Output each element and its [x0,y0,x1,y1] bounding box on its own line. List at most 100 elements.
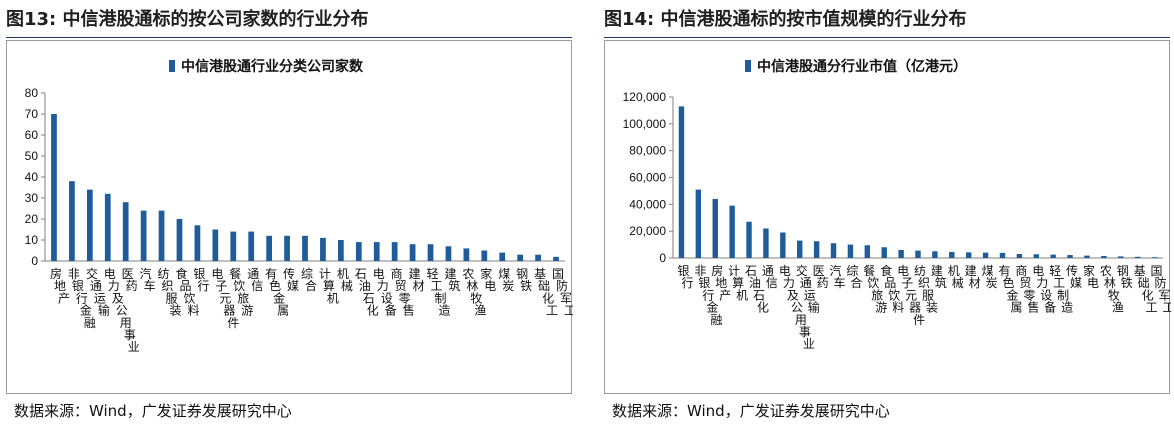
x-tick-label-char: 计 [728,264,740,278]
figure-13-panel: 图13: 中信港股通标的按公司家数的行业分布 中信港股通行业分类公司家数 0 10 2… [6,0,573,430]
bar [176,219,183,261]
x-tick-label-char: 及 [112,291,124,305]
x-tick-label-char: 汽 [830,263,842,278]
bar [481,250,488,261]
x-tick-label: 建材 [409,267,425,293]
x-tick-label-char: 纺 [914,264,926,278]
y-tick-label: 0 [659,251,666,265]
x-tick-label-char: 属 [1010,301,1022,315]
x-tick-label-char: 渔 [1112,301,1124,315]
x-tick-label-char: 融 [710,313,722,327]
x-tick-label-char: 造 [1061,301,1073,315]
x-tick-label: 汽车 [830,263,846,290]
x-tick-label-char: 银 [698,276,710,290]
y-tick-label: 10 [25,233,39,247]
x-tick-label-char: 造 [439,304,451,318]
bar [999,252,1006,258]
x-tick-label: 煤炭 [982,264,998,290]
x-tick-label-char: 综 [846,264,858,278]
figure-14-source: 数据来源：Wind，广发证券发展研究中心 [612,402,890,420]
x-tick-label-char: 旅 [237,291,249,305]
x-tick-label-char: 国 [1151,264,1163,278]
x-tick-label: 家电 [480,266,496,293]
x-tick-label-char: 工 [1163,301,1171,315]
x-tick-label-char: 钢 [516,267,528,281]
legend-label: 中信港股通行业分类公司家数 [181,58,364,75]
x-tick-label-char: 贸 [1019,276,1031,290]
x-tick-label: 综合 [846,264,862,290]
x-tick-label-char: 电 [1032,264,1044,278]
bar [1084,255,1090,258]
x-tick-label-char: 电 [1087,276,1099,290]
x-tick-label-char: 础 [1138,276,1150,290]
x-tick-label-char: 及 [787,288,799,302]
figure-14-title: 图14: 中信港股通标的按市值规模的行业分布 [604,3,967,37]
x-tick-label: 银行 [193,267,209,293]
x-tick-label-char: 医 [122,267,134,281]
x-tick-label-char: 力 [377,279,389,293]
x-tick-label: 钢铁 [1117,264,1133,290]
x-tick-label-char: 餐 [229,266,241,281]
figure-14-chart: 中信港股通分行业市值（亿港元） 0 20,000 40,000 60,000 80,000… [604,40,1171,394]
x-tick-label-char: 元 [219,291,231,305]
x-tick-label: 汽车 [140,266,156,293]
x-tick-label-char: 金 [1006,287,1018,302]
bar [881,247,887,258]
x-tick-label-char: 媒 [1070,276,1082,290]
figure-13-title: 图13: 中信港股通标的按公司家数的行业分布 [6,3,369,37]
bar [284,235,290,261]
x-tick-label-char: 车 [144,278,156,293]
x-tick-label-char: 力 [783,276,795,290]
x-tick-label-char: 非 [694,264,706,278]
bar [535,254,541,261]
x-tick-label: 建筑 [931,264,947,290]
bar [212,229,219,261]
x-tick-label-char: 材 [413,279,425,293]
bar [517,254,524,261]
x-tick-label-char: 织 [162,279,174,293]
bar [391,242,398,261]
x-tick-label: 医药 [122,267,138,293]
x-tick-label-char: 地 [54,279,66,293]
x-tick-label-char: 非 [68,267,80,281]
x-tick-label-char: 用 [795,313,807,327]
x-tick-label: 家电 [1083,263,1099,290]
x-tick-label-char: 农 [462,267,474,281]
bar [248,231,255,261]
x-tick-label-char: 炭 [502,279,514,293]
bar [320,237,326,261]
x-tick-label-char: 算 [732,275,744,290]
x-tick-label-char: 电 [211,267,223,281]
bar [1033,254,1039,258]
x-tick-label-char: 算 [323,278,335,293]
x-tick-label-char: 传 [1066,263,1078,278]
x-tick-label-char: 计 [319,267,331,281]
bar [830,243,837,258]
bar [915,250,921,258]
x-tick-label-char: 件 [227,316,239,330]
x-tick-label-char: 农 [1100,264,1112,278]
y-tick-label: 80,000 [629,144,666,158]
x-tick-label-char: 行 [702,288,714,302]
x-tick-label-char: 医 [813,264,825,278]
bar [86,189,93,261]
x-tick-label-char: 建 [409,267,421,281]
bar [69,181,75,261]
x-tick-label-char: 传 [283,266,295,281]
x-tick-label-char: 银 [72,279,84,293]
x-tick-label-char: 饮 [183,291,195,305]
x-tick-label-char: 国 [552,267,564,281]
bar [266,235,273,261]
x-tick-label-char: 服 [922,288,934,302]
y-tick-label: 20,000 [629,224,666,238]
x-tick-label-char: 石 [745,264,757,278]
bar [122,202,129,261]
x-tick-label: 机械 [337,267,353,293]
x-tick-label-char: 食 [175,266,187,281]
